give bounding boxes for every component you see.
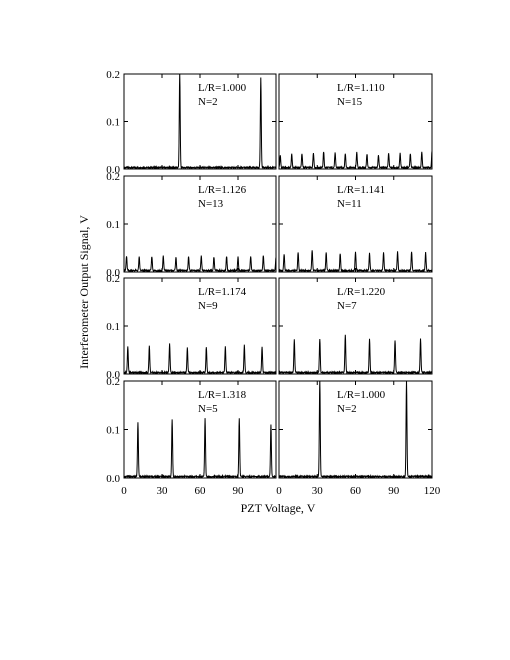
x-tick-label: 60 (350, 485, 362, 497)
y-tick-label: 0.2 (106, 69, 120, 81)
n-label: N=13 (198, 198, 224, 210)
n-label: N=9 (198, 300, 218, 312)
y-tick-label: 0.1 (106, 117, 120, 129)
panel-4: L/R=1.141 N=11 (278, 175, 433, 273)
y-tick-labels: 0.00.10.20.00.10.20.00.10.20.00.10.2 (106, 69, 120, 485)
n-label: N=7 (337, 300, 357, 312)
y-tick-label: 0.1 (106, 219, 120, 231)
n-label: N=11 (337, 198, 362, 210)
ratio-label: L/R=1.110 (337, 82, 385, 94)
signal-trace (124, 343, 276, 374)
y-tick-label: 0.0 (106, 267, 120, 279)
x-tick-label: 120 (424, 485, 441, 497)
y-tick-label: 0.1 (106, 425, 120, 437)
panel-7: L/R=1.318 N=5 (123, 380, 277, 479)
y-tick-label: 0.0 (106, 369, 120, 381)
panel-6: L/R=1.220 N=7 (278, 277, 433, 375)
ratio-label: L/R=1.220 (337, 286, 386, 298)
y-tick-label: 0.0 (106, 473, 120, 485)
ratio-label: L/R=1.318 (198, 389, 247, 401)
x-tick-label: 0 (121, 485, 127, 497)
y-tick-label: 0.2 (106, 273, 120, 285)
y-tick-label: 0.1 (106, 321, 120, 333)
x-tick-label: 60 (195, 485, 207, 497)
panel-8: L/R=1.000 N=2 (278, 380, 433, 479)
y-tick-label: 0.2 (106, 171, 120, 183)
n-label: N=5 (198, 403, 218, 415)
x-tick-label: 0 (276, 485, 282, 497)
panel-5: L/R=1.174 N=9 (123, 277, 277, 375)
panel-2: L/R=1.110 N=15 (278, 73, 433, 170)
x-tick-label: 30 (312, 485, 324, 497)
signal-trace (279, 250, 432, 272)
n-label: N=15 (337, 96, 363, 108)
ratio-label: L/R=1.126 (198, 184, 247, 196)
panel-1: L/R=1.000 N=2 (123, 73, 277, 170)
signal-trace (124, 418, 276, 478)
ratio-label: L/R=1.174 (198, 286, 247, 298)
n-label: N=2 (337, 403, 357, 415)
ratio-label: L/R=1.000 (198, 82, 247, 94)
ratio-label: L/R=1.000 (337, 389, 386, 401)
panels-group: L/R=1.000N=2L/R=1.110N=15L/R=1.126N=13L/… (123, 73, 433, 479)
x-tick-label: 90 (233, 485, 245, 497)
y-tick-label: 0.2 (106, 376, 120, 388)
x-tick-labels: 0 30 60 90 0 30 60 90 120 (121, 485, 441, 497)
y-axis-label: Interferometer Output Signal, V (77, 215, 91, 369)
ratio-label: L/R=1.141 (337, 184, 385, 196)
n-label: N=2 (198, 96, 218, 108)
signal-trace (279, 334, 432, 374)
x-tick-label: 90 (388, 485, 400, 497)
x-axis-label: PZT Voltage, V (241, 501, 316, 515)
x-tick-label: 30 (157, 485, 169, 497)
y-tick-label: 0.0 (106, 164, 120, 176)
panel-3: L/R=1.126 N=13 (123, 175, 277, 273)
